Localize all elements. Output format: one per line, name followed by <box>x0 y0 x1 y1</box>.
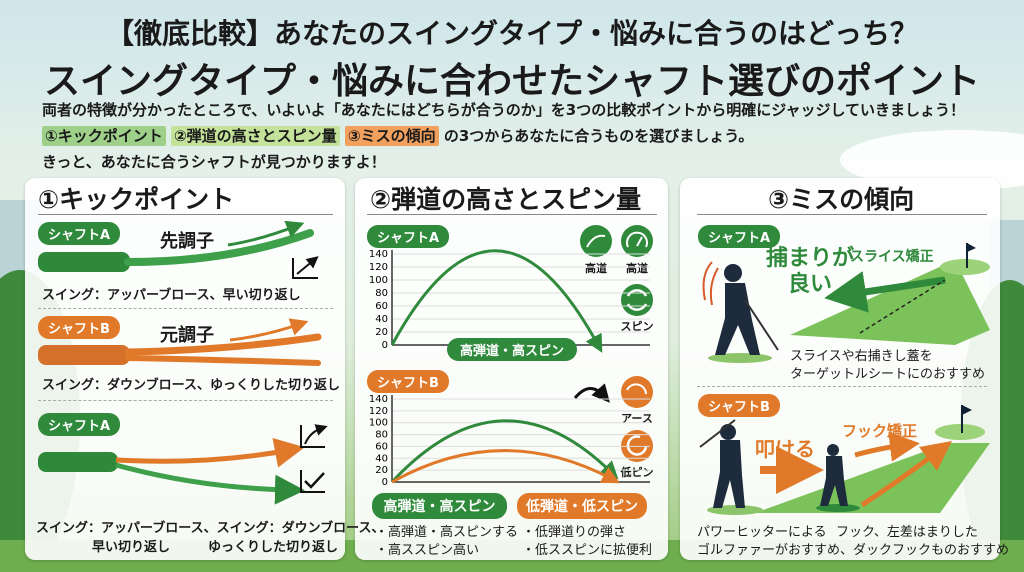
title-line-2: スイングタイプ・悩みに合わせたシャフト選びのポイント <box>43 61 980 102</box>
y-tick-label: 100 <box>369 418 388 429</box>
miss-b-desc-2: ゴルファァーがおすすめ、ダックフックものおすすめ <box>697 543 1010 558</box>
swing-compare-a: 早い切り返し <box>92 540 171 555</box>
bullet: ・低ススピンに拡便利 <box>522 543 653 558</box>
kick-point-heading: ①キックポイント <box>38 185 235 214</box>
icon-label: 高道 <box>626 262 648 275</box>
miss-a-desc-2: ターゲットルシートにのおすすめ <box>790 367 986 382</box>
high-trajectory-pill: 高弾道・高スピン <box>372 493 507 519</box>
y-tick-label: 0 <box>382 340 388 351</box>
shaft-a-badge-2: シャフトA <box>38 413 121 436</box>
tag-miss: ③ミスの傾向 <box>344 126 439 146</box>
slice-fix-label: スライス矯正 <box>850 249 934 265</box>
miss-b-badge: シャフトB <box>698 394 780 417</box>
icon-label: スピン <box>620 320 654 333</box>
shaft-b-swing-text: スイング：ダウンブロース、ゆっくりした切り返し <box>42 378 340 393</box>
divider <box>697 386 987 387</box>
divider <box>38 400 333 401</box>
divider <box>38 308 333 309</box>
bullet: ・高ススピン高い <box>375 543 480 558</box>
tag-kick-point: ①キックポイント <box>42 126 166 146</box>
catch-good-label-2: 良い <box>788 272 833 297</box>
shaft-a-swing-text: スイング：アッパーブロース、早い切り返し <box>42 288 301 303</box>
y-tick-label: 40 <box>375 314 388 325</box>
miss-b-desc-1b: フック、左差はまりした <box>836 525 978 540</box>
icon-label: 低ピン <box>620 466 654 479</box>
y-tick-label: 80 <box>375 430 388 441</box>
shaft-a-badge: シャフトA <box>38 222 121 245</box>
y-tick-label: 60 <box>375 301 388 312</box>
y-tick-label: 100 <box>369 275 388 286</box>
trajectory-curve <box>390 249 603 353</box>
catch-good-label: 捕まりが <box>766 246 855 271</box>
y-tick-label: 140 <box>369 394 388 405</box>
chart-a-result-pill: 高弾道・高スピン <box>447 338 577 361</box>
low-trajectory-pill: 低弾道・低スピン <box>517 493 647 519</box>
swing-compare-b: ゆっくりした切り返し <box>208 540 339 555</box>
y-tick-label: 0 <box>382 477 388 488</box>
y-tick-label: 140 <box>369 249 388 260</box>
bullet: ・高弾道・高スピンする <box>375 525 519 540</box>
miss-a-desc-1: スライスや右捕きし蓋を <box>790 349 933 364</box>
intro-line-2-rest: の3つからあなたに合うものを選びましょう。 <box>443 127 754 145</box>
intro-line-3: きっと、あなたに合うシャフトが見つかりますよ！ <box>42 153 386 171</box>
miss-heading: ③ミスの傾向 <box>768 185 915 214</box>
chart-a-badge: シャフトA <box>367 225 450 248</box>
chart-b-badge: シャフトB <box>367 370 449 393</box>
hook-fix-label: フック矯正 <box>842 422 918 440</box>
y-tick-label: 20 <box>375 327 388 338</box>
y-tick-label: 40 <box>375 453 388 464</box>
trajectory-curve <box>390 419 619 484</box>
intro-line-1: 両者の特徴が分かったところで、いよいよ「あなたにはどちらが合うのか」を3つの比較… <box>42 101 966 119</box>
can-hit-label: 叩ける <box>755 437 815 461</box>
miss-b-desc-1a: パワーヒッターによる <box>697 525 827 540</box>
trajectory-curve <box>391 449 620 484</box>
intro-line-2: ①キックポイント ②弾道の高さとスピン量 ③ミスの傾向 の3つからあなたに合うも… <box>42 125 753 146</box>
bullet: ・低弾道りの弾さ <box>522 525 627 540</box>
title-line-1: 【徹底比較】あなたのスイングタイプ・悩みに合うのはどっち？ <box>105 17 918 50</box>
y-tick-label: 120 <box>369 406 388 417</box>
trajectory-heading: ②弾道の高さとスピン量 <box>370 185 642 214</box>
miss-a-badge: シャフトA <box>698 225 781 248</box>
divider <box>38 214 333 215</box>
divider <box>367 214 657 215</box>
swing-compare-line-1: スイング：アッパーブロース、スイング：ダウンブロース、 <box>36 521 385 536</box>
icon-label: 高道 <box>585 262 607 275</box>
divider <box>697 214 987 215</box>
cloud <box>840 130 1024 190</box>
y-tick-label: 60 <box>375 441 388 452</box>
y-tick-label: 20 <box>375 465 388 476</box>
icon-label: アース <box>621 412 653 425</box>
tag-trajectory: ②弾道の高さとスピン量 <box>170 126 340 146</box>
y-tick-label: 120 <box>369 262 388 273</box>
shaft-b-badge: シャフトB <box>38 316 120 339</box>
y-tick-label: 80 <box>375 288 388 299</box>
